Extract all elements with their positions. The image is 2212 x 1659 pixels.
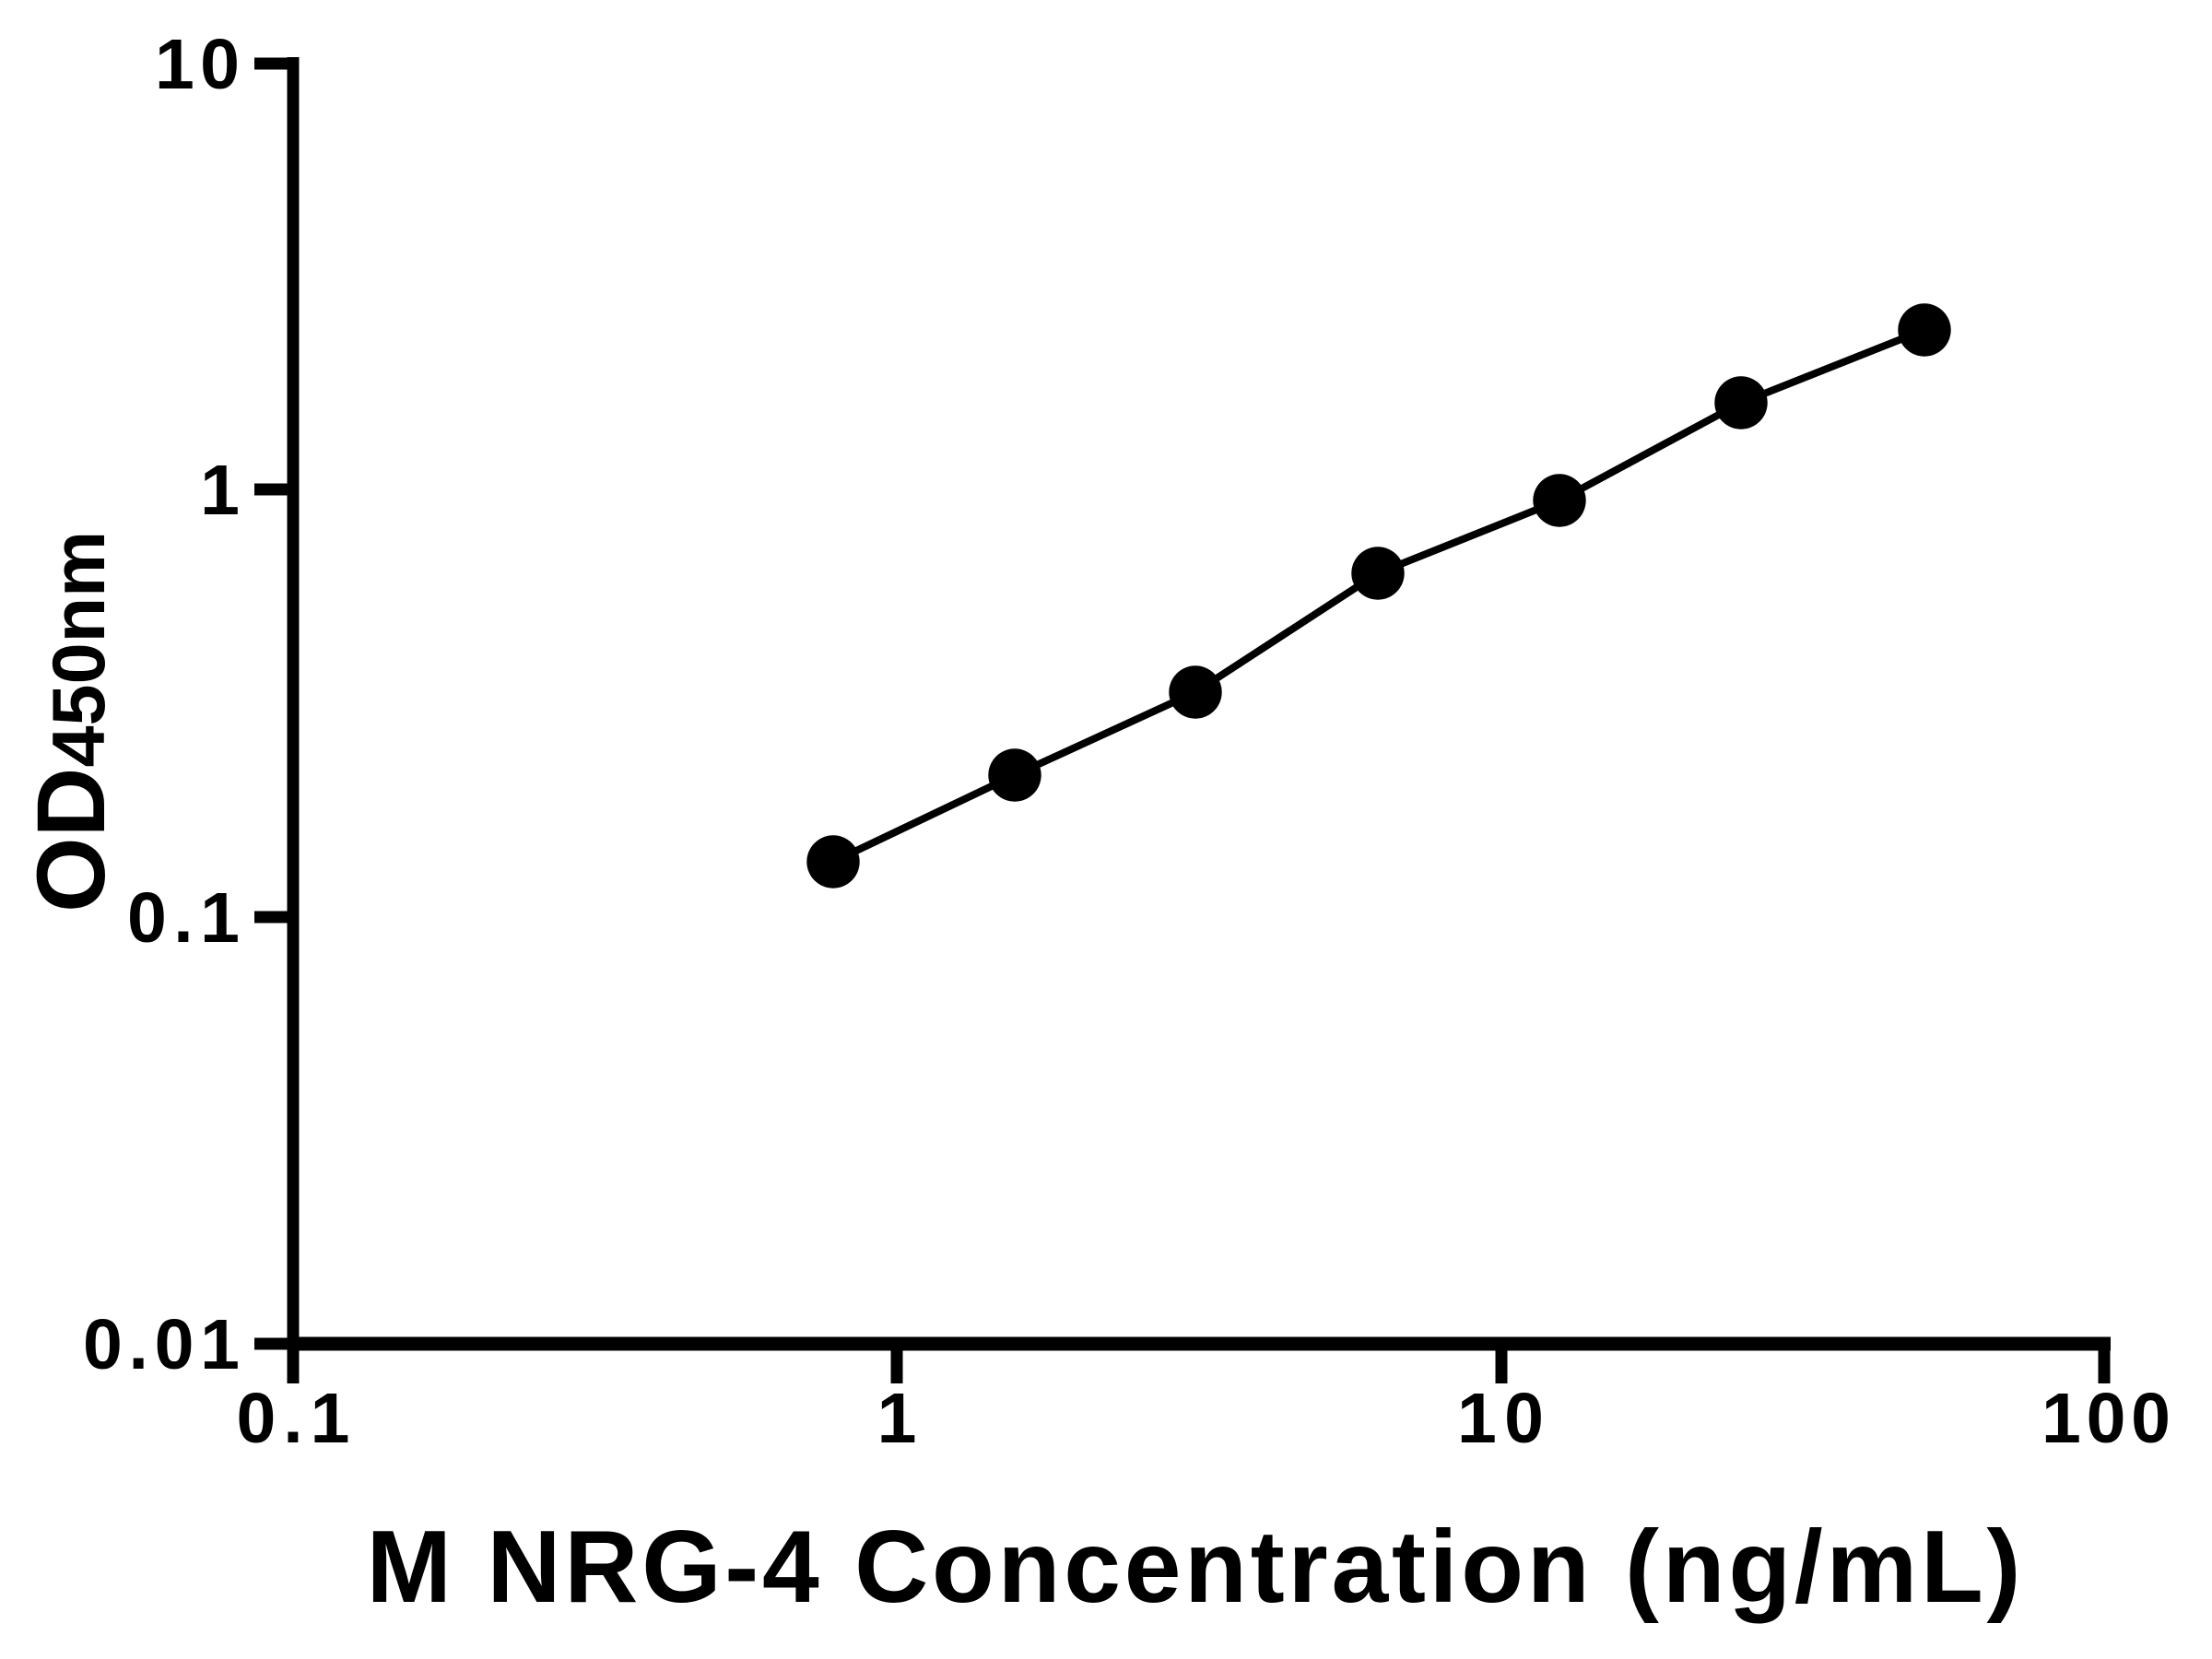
svg-text:100: 100 xyxy=(2041,1379,2171,1458)
svg-text:1: 1 xyxy=(877,1379,917,1458)
svg-text:1: 1 xyxy=(200,451,240,530)
svg-text:0.1: 0.1 xyxy=(127,878,240,958)
svg-text:0.1: 0.1 xyxy=(237,1379,350,1458)
svg-text:OD450nm: OD450nm xyxy=(18,531,125,912)
svg-text:M NRG-4 Concentration (ng/mL): M NRG-4 Concentration (ng/mL) xyxy=(367,1510,2021,1624)
svg-text:0.01: 0.01 xyxy=(83,1305,240,1384)
